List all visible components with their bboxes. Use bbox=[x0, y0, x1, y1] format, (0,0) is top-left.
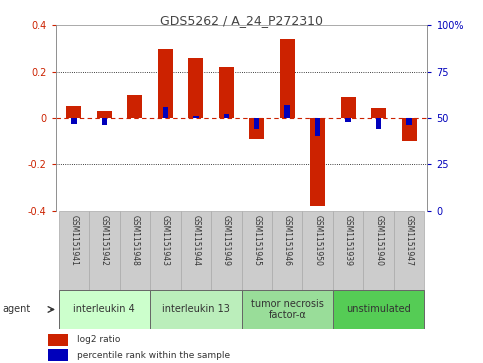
Bar bbox=[249, 118, 264, 139]
Bar bbox=[48, 334, 68, 346]
Bar bbox=[401, 118, 417, 141]
Bar bbox=[272, 211, 302, 290]
Bar bbox=[58, 290, 150, 329]
Bar bbox=[315, 118, 320, 136]
Text: GSM1151948: GSM1151948 bbox=[130, 215, 139, 265]
Bar bbox=[394, 211, 425, 290]
Bar bbox=[97, 111, 112, 118]
Bar bbox=[163, 107, 168, 118]
Bar bbox=[242, 290, 333, 329]
Text: GSM1151939: GSM1151939 bbox=[344, 215, 353, 265]
Bar bbox=[58, 211, 89, 290]
Bar bbox=[284, 105, 290, 118]
Text: GDS5262 / A_24_P272310: GDS5262 / A_24_P272310 bbox=[160, 15, 323, 28]
Bar bbox=[71, 118, 77, 123]
Text: GSM1151950: GSM1151950 bbox=[313, 215, 322, 265]
Bar bbox=[89, 211, 120, 290]
Bar bbox=[333, 211, 363, 290]
Bar bbox=[150, 290, 242, 329]
Text: GSM1151949: GSM1151949 bbox=[222, 215, 231, 265]
Bar bbox=[224, 114, 229, 118]
Bar bbox=[219, 67, 234, 118]
Bar bbox=[254, 118, 259, 129]
Text: percentile rank within the sample: percentile rank within the sample bbox=[77, 351, 230, 360]
Bar bbox=[302, 211, 333, 290]
Bar bbox=[157, 49, 173, 118]
Bar bbox=[181, 211, 211, 290]
Bar bbox=[310, 118, 326, 206]
Bar bbox=[101, 118, 107, 125]
Bar bbox=[333, 290, 425, 329]
Bar bbox=[280, 39, 295, 118]
Bar bbox=[406, 118, 412, 125]
Bar bbox=[376, 118, 382, 129]
Bar bbox=[48, 349, 68, 362]
Bar bbox=[150, 211, 181, 290]
Text: log2 ratio: log2 ratio bbox=[77, 335, 121, 344]
Text: GSM1151944: GSM1151944 bbox=[191, 215, 200, 265]
Text: interleukin 13: interleukin 13 bbox=[162, 305, 230, 314]
Text: GSM1151940: GSM1151940 bbox=[374, 215, 383, 265]
Bar bbox=[120, 211, 150, 290]
Text: GSM1151945: GSM1151945 bbox=[252, 215, 261, 265]
Text: GSM1151943: GSM1151943 bbox=[161, 215, 170, 265]
Text: unstimulated: unstimulated bbox=[346, 305, 411, 314]
Bar bbox=[242, 211, 272, 290]
Bar bbox=[363, 211, 394, 290]
Text: tumor necrosis
factor-α: tumor necrosis factor-α bbox=[251, 299, 324, 320]
Bar bbox=[127, 95, 142, 118]
Bar bbox=[371, 107, 386, 118]
Bar bbox=[341, 97, 356, 118]
Text: GSM1151942: GSM1151942 bbox=[100, 215, 109, 265]
Bar bbox=[188, 58, 203, 118]
Text: GSM1151946: GSM1151946 bbox=[283, 215, 292, 265]
Text: interleukin 4: interleukin 4 bbox=[73, 305, 135, 314]
Bar bbox=[345, 118, 351, 122]
Bar bbox=[193, 116, 199, 118]
Bar bbox=[66, 106, 82, 118]
Bar bbox=[211, 211, 242, 290]
Text: GSM1151941: GSM1151941 bbox=[70, 215, 78, 265]
Text: agent: agent bbox=[2, 305, 30, 314]
Text: GSM1151947: GSM1151947 bbox=[405, 215, 413, 265]
